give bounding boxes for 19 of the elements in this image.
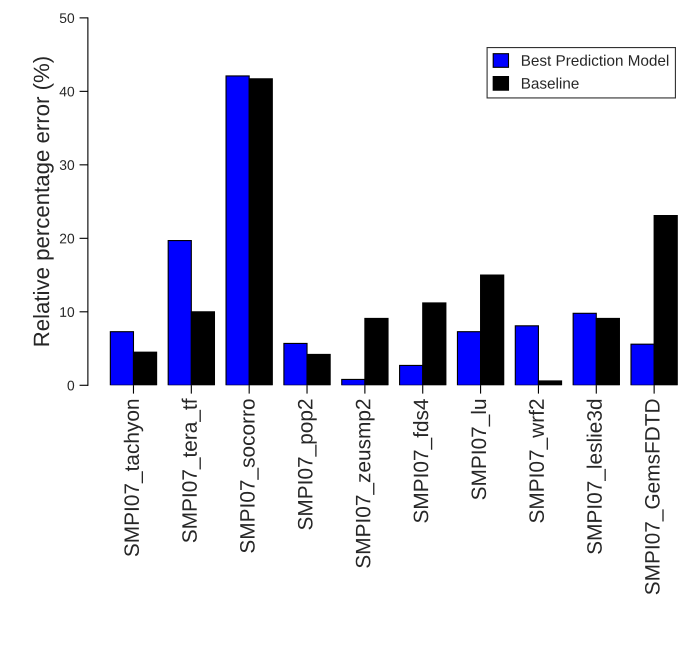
y-tick-label: 20 xyxy=(60,234,74,244)
y-axis-title: Relative percentage error (%) xyxy=(32,57,54,346)
y-tick-label: 50 xyxy=(60,13,74,24)
x-tick-label: SMPI07_pop2 xyxy=(298,400,317,530)
x-tick-label: SMPI07_fds4 xyxy=(413,399,432,523)
x-tick-label: SMPI07_socorro xyxy=(240,399,259,553)
x-tick-label: SMPI07_wrf2 xyxy=(528,400,548,523)
y-tick-label: 30 xyxy=(60,160,74,170)
x-tick-label: SMPI07_lu xyxy=(470,400,490,500)
x-tick-label: SMPI07_tachyon xyxy=(124,400,144,556)
y-tick-label: 40 xyxy=(60,86,74,97)
y-tick-label: 10 xyxy=(60,307,74,317)
x-tick-label: SMPI07_GemsFDTD xyxy=(644,399,664,594)
y-tick-label: 0 xyxy=(68,380,74,390)
legend-label: Baseline xyxy=(522,78,579,89)
x-tick-label: SMPI07_zeusmp2 xyxy=(356,400,375,568)
x-tick-label: SMPI07_tera_tf xyxy=(182,398,201,542)
legend-label: Best Prediction Model xyxy=(522,54,668,66)
x-tick-label: SMPI07_leslie3d xyxy=(586,400,606,554)
